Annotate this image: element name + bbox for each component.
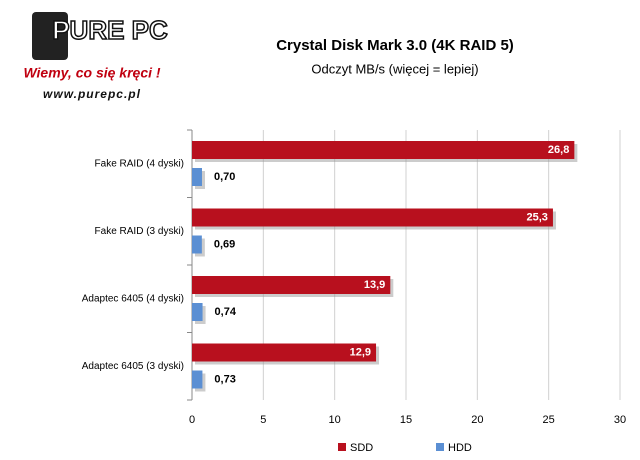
- logo: PURE PC Wiemy, co się kręci ! www.purepc…: [23, 12, 169, 101]
- legend-label: SDD: [350, 442, 373, 454]
- logo-brand: PURE PC: [52, 15, 168, 45]
- y-tick-label: Fake RAID (3 dyski): [95, 226, 184, 237]
- value-label: 0,69: [214, 238, 235, 250]
- bar: [192, 208, 553, 227]
- bar: [192, 343, 377, 362]
- x-tick-label: 30: [614, 414, 626, 426]
- value-label: 26,8: [548, 144, 569, 156]
- chart-subtitle: Odczyt MB/s (więcej = lepiej): [311, 61, 478, 76]
- value-label: 0,70: [214, 171, 235, 183]
- chart-title: Crystal Disk Mark 3.0 (4K RAID 5): [276, 37, 514, 54]
- x-tick-label: 0: [189, 414, 195, 426]
- value-label: 25,3: [527, 211, 548, 223]
- bar: [192, 235, 202, 254]
- logo-box: [32, 12, 68, 60]
- legend-swatch: [436, 443, 444, 451]
- value-label: 13,9: [364, 279, 385, 291]
- x-tick-label: 10: [329, 414, 341, 426]
- value-label: 12,9: [350, 346, 371, 358]
- bar: [192, 303, 203, 321]
- bar: [192, 168, 202, 186]
- logo-url: www.purepc.pl: [43, 87, 141, 101]
- bar: [192, 141, 575, 159]
- y-tick-label: Fake RAID (4 dyski): [95, 158, 184, 169]
- legend-label: HDD: [448, 442, 472, 454]
- x-tick-label: 5: [260, 414, 266, 426]
- bar: [192, 370, 203, 389]
- x-tick-label: 20: [471, 414, 483, 426]
- x-tick-label: 25: [543, 414, 555, 426]
- legend-swatch: [338, 443, 346, 451]
- x-tick-label: 15: [400, 414, 412, 426]
- y-tick-label: Adaptec 6405 (3 dyski): [82, 361, 184, 372]
- value-label: 0,73: [214, 373, 235, 385]
- y-tick-label: Adaptec 6405 (4 dyski): [82, 293, 184, 304]
- value-label: 0,74: [215, 306, 237, 318]
- bar: [192, 276, 391, 294]
- logo-slogan: Wiemy, co się kręci !: [23, 65, 160, 81]
